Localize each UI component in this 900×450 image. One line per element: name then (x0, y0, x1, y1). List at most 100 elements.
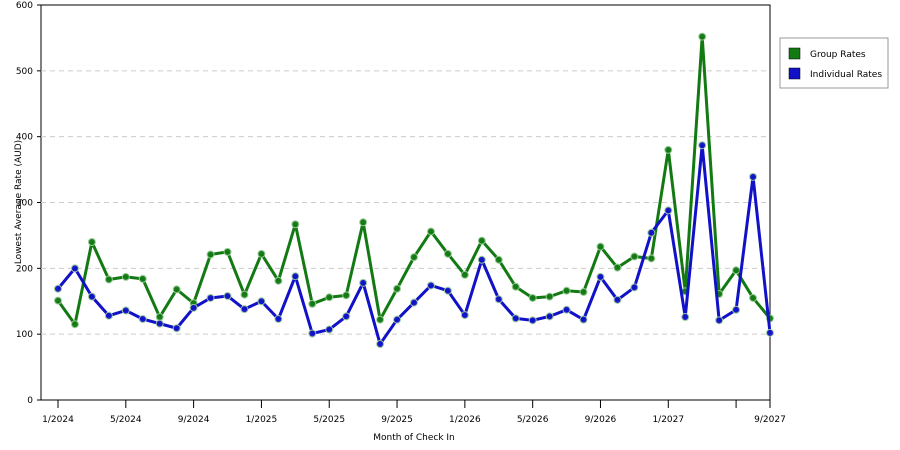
data-point (579, 288, 588, 297)
y-tick-label: 500 (16, 67, 33, 77)
data-point (342, 291, 351, 300)
data-point (359, 278, 368, 287)
x-tick-label: 1/2025 (246, 415, 278, 425)
data-point (596, 242, 605, 251)
data-point (274, 276, 283, 285)
data-point (715, 316, 724, 325)
data-point (155, 319, 164, 328)
data-point (393, 315, 402, 324)
y-axis-label: Lowest Average Rate (AUD) (14, 140, 24, 264)
data-point (206, 293, 215, 302)
data-point (426, 281, 435, 290)
data-point (528, 316, 537, 325)
data-point (393, 284, 402, 293)
y-tick-label: 0 (27, 396, 33, 406)
data-point (121, 306, 130, 315)
data-point (223, 291, 232, 300)
data-point (749, 172, 758, 181)
data-point (410, 298, 418, 307)
data-point (562, 286, 571, 295)
data-point (647, 254, 656, 263)
data-point (121, 272, 130, 281)
legend-swatch (788, 47, 801, 60)
x-tick-label: 9/2026 (585, 415, 617, 425)
data-point (630, 252, 639, 261)
data-point (342, 312, 351, 321)
y-tick-label: 400 (16, 133, 33, 143)
x-axis-label: Month of Check In (373, 433, 455, 443)
x-tick-label: 9/2025 (381, 415, 413, 425)
x-tick-label: 1/2024 (42, 415, 74, 425)
data-point (528, 293, 537, 302)
data-point (104, 275, 113, 284)
data-point (613, 295, 622, 304)
data-point (70, 264, 79, 273)
y-tick-label: 600 (16, 1, 33, 11)
data-point (732, 305, 741, 314)
y-tick-label: 200 (16, 264, 33, 274)
data-point (749, 293, 758, 302)
data-point (87, 292, 96, 301)
legend-label: Individual Rates (810, 70, 882, 80)
data-point (630, 283, 639, 292)
legend (779, 37, 889, 89)
data-point (664, 145, 673, 154)
data-point (257, 297, 266, 306)
data-point (376, 340, 385, 349)
data-point (460, 270, 469, 279)
data-point (189, 303, 198, 312)
data-point (291, 220, 300, 229)
data-point (87, 238, 96, 246)
data-point (596, 272, 605, 281)
x-tick-label: 1/2027 (652, 415, 684, 425)
data-point (477, 255, 486, 264)
data-point (308, 299, 317, 308)
data-point (443, 286, 452, 295)
data-point (325, 325, 334, 334)
data-point (257, 249, 266, 258)
data-point (291, 272, 300, 281)
y-tick-label: 100 (16, 330, 33, 340)
x-tick-label: 1/2026 (449, 415, 481, 425)
data-point (376, 315, 385, 324)
data-point (54, 296, 62, 305)
data-point (104, 311, 113, 320)
data-point (325, 293, 334, 302)
legend-label: Group Rates (810, 50, 866, 60)
data-point (732, 266, 741, 275)
data-point (562, 305, 571, 314)
data-point (511, 314, 520, 323)
data-point (681, 313, 690, 322)
x-tick-label: 9/2027 (754, 415, 786, 425)
x-tick-label: 9/2024 (178, 415, 210, 425)
data-point (54, 284, 62, 293)
data-point (443, 249, 452, 258)
data-point (579, 315, 588, 324)
data-point (426, 227, 435, 236)
data-point (647, 228, 656, 237)
data-point (240, 305, 249, 314)
data-point (698, 32, 707, 41)
data-point (223, 247, 232, 256)
data-point (240, 290, 249, 299)
data-point (766, 328, 774, 337)
data-point (138, 274, 147, 283)
data-point (274, 315, 283, 324)
data-point (460, 311, 469, 320)
data-point (494, 255, 503, 264)
data-point (155, 313, 164, 322)
data-point (664, 206, 673, 215)
legend-swatch (788, 67, 801, 80)
data-point (172, 324, 181, 333)
data-point (70, 320, 79, 329)
data-point (545, 312, 554, 321)
data-point (206, 250, 215, 259)
data-point (613, 263, 622, 272)
data-point (138, 315, 147, 324)
x-tick-label: 5/2026 (517, 415, 549, 425)
data-point (172, 285, 181, 294)
data-point (477, 236, 486, 245)
data-point (359, 218, 368, 227)
